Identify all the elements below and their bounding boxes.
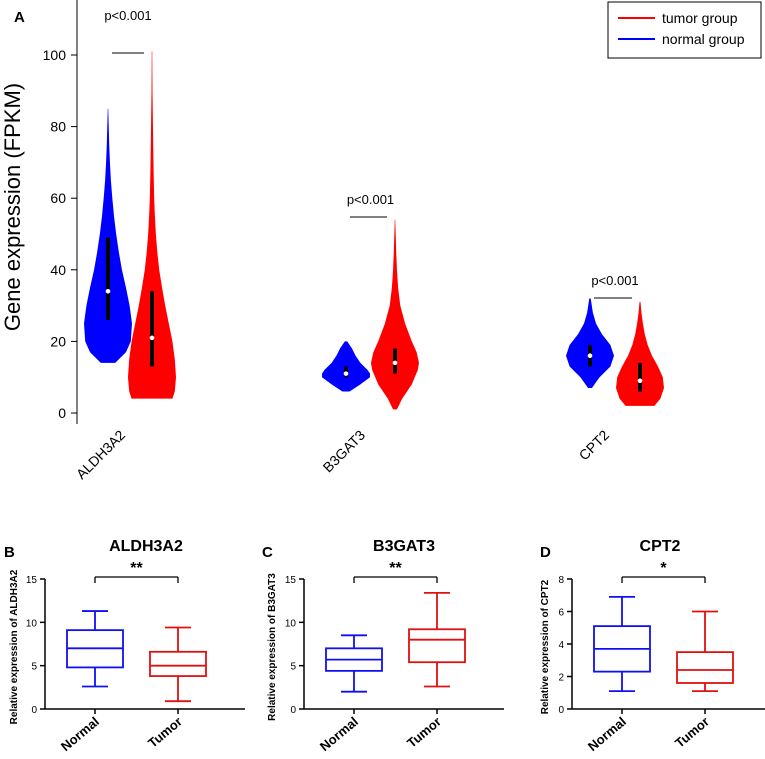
- panel-title: B3GAT3: [373, 538, 435, 555]
- panel-a-y-axis: 0 20 40 60 80 100: [43, 0, 78, 424]
- significance-label: **: [130, 560, 143, 577]
- legend: tumor group normal group: [607, 1, 762, 59]
- panel-a-y-tick-label: 40: [50, 262, 66, 278]
- significance-label: **: [389, 560, 402, 577]
- panel-a-x-label: CPT2: [575, 427, 612, 464]
- y-tick-label: 5: [31, 662, 37, 673]
- legend-tumor-label: tumor group: [662, 10, 738, 26]
- panel-a-x-label: ALDH3A2: [73, 427, 128, 482]
- pvalue-label: p<0.001: [591, 273, 638, 288]
- violin-aldh3a2-tumor: [128, 51, 176, 399]
- significance-label: *: [660, 560, 667, 577]
- panel-a-x-label: B3GAT3: [320, 427, 369, 476]
- legend-normal-label: normal group: [662, 31, 745, 47]
- panel-letter: D: [540, 544, 551, 561]
- legend-box: [607, 1, 762, 59]
- panel-a-y-tick-label: 80: [50, 119, 66, 135]
- x-tick-label: Normal: [58, 714, 102, 754]
- violin-cpt2-normal: [566, 298, 614, 388]
- box-tumor: [676, 651, 734, 684]
- panel-y-label: Relative expression of ALDH3A2: [9, 569, 20, 724]
- violin-median-dot: [637, 378, 643, 384]
- panel-b-box-chart: B ALDH3A2 Relative expression of ALDH3A2 0 5…: [4, 538, 245, 754]
- y-tick-label: 4: [558, 640, 564, 651]
- y-tick-label: 0: [290, 705, 296, 716]
- panel-a-y-tick-label: 0: [58, 405, 66, 421]
- box-tumor: [149, 650, 207, 677]
- y-tick-label: 2: [558, 673, 564, 684]
- y-tick-label: 0: [558, 705, 564, 716]
- y-tick-label: 0: [31, 705, 37, 716]
- panel-letter: B: [4, 544, 15, 561]
- panel-c-box-chart: C B3GAT3 Relative expression of B3GAT3 0 5 10…: [262, 538, 504, 754]
- x-tick-label: Normal: [317, 714, 361, 754]
- box-tumor: [408, 628, 466, 664]
- panel-a-x-labels: ALDH3A2 B3GAT3 CPT2: [73, 427, 612, 482]
- x-tick-label: Tumor: [404, 714, 444, 751]
- violin-b3gat3-tumor: [371, 219, 419, 410]
- panel-a-y-label: Gene expression (FPKM): [0, 83, 25, 331]
- pvalue-label: p<0.001: [104, 8, 151, 23]
- y-tick-label: 10: [26, 618, 38, 629]
- y-tick-label: 6: [558, 608, 564, 619]
- violin-aldh3a2-normal: [84, 108, 132, 363]
- y-tick-label: 8: [558, 575, 564, 586]
- panel-title: CPT2: [640, 538, 681, 555]
- x-tick-label: Tumor: [145, 714, 185, 751]
- panel-y-label: Relative expression of CPT2: [540, 579, 551, 714]
- violin-median-dot: [392, 360, 398, 366]
- panel-a-y-tick-label: 60: [50, 190, 66, 206]
- panel-a-y-tick-label: 20: [50, 333, 66, 349]
- panel-a-y-tick-label: 100: [43, 47, 67, 63]
- y-tick-label: 10: [285, 618, 297, 629]
- panel-a-violins: p<0.001 p<0.001 p<0.001: [84, 8, 664, 410]
- violin-cpt2-tumor: [616, 302, 664, 406]
- violin-median-dot: [587, 353, 593, 359]
- y-tick-label: 15: [26, 575, 38, 586]
- x-tick-label: Normal: [585, 714, 629, 754]
- panel-letter: C: [262, 544, 273, 561]
- violin-median-dot: [105, 288, 111, 294]
- panel-d-box-chart: D CPT2 Relative expression of CPT2 0 2 4 6 8 Nor…: [540, 538, 765, 754]
- violin-median-dot: [343, 371, 349, 376]
- pvalue-label: p<0.001: [347, 192, 394, 207]
- x-tick-label: Tumor: [672, 714, 712, 751]
- panel-title: ALDH3A2: [109, 538, 183, 555]
- panel-a-letter: A: [14, 9, 25, 26]
- panel-y-label: Relative expression of B3GAT3: [267, 573, 278, 721]
- violin-median-dot: [149, 335, 155, 341]
- y-tick-label: 5: [290, 662, 296, 673]
- y-tick-label: 15: [285, 575, 297, 586]
- panel-a-violin-chart: A 0 20 40 60 80 100 Gene expression (FPKM) p<…: [0, 0, 762, 482]
